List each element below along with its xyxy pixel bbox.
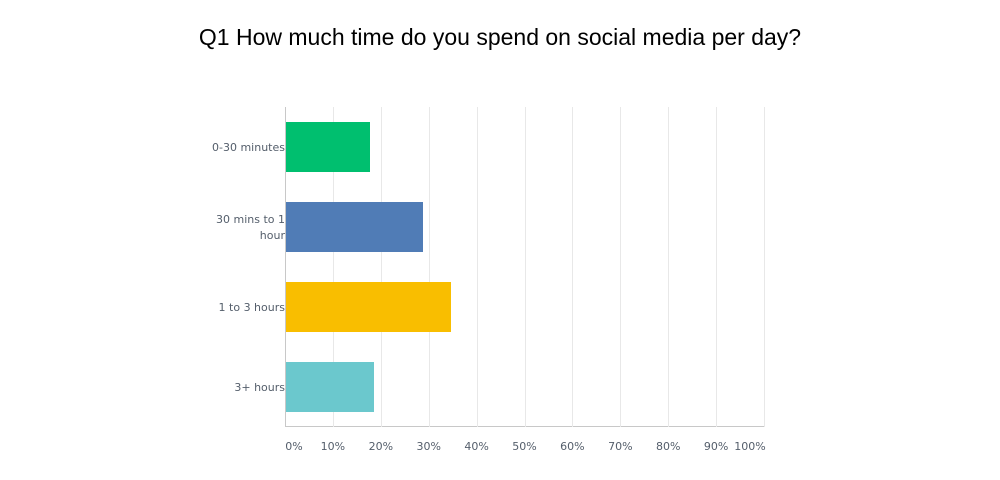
bar-30-mins-to-1-hour[interactable] [286, 202, 424, 252]
category-label: 3+ hours [234, 381, 285, 394]
gridline [668, 107, 670, 427]
category-label: 30 mins to 1 hour [215, 213, 285, 242]
gridline [620, 107, 622, 427]
x-tick-label: 70% [608, 440, 633, 453]
x-tick-label: 10% [320, 440, 346, 453]
x-tick-label: 30% [416, 440, 441, 453]
category-label: 0-30 minutes [212, 141, 285, 154]
x-tick-label: 100% [734, 440, 766, 453]
plot-area [285, 107, 765, 427]
bar-1-to-3-hours[interactable] [286, 282, 451, 332]
x-tick-label: 80% [655, 440, 681, 453]
category-label: 1 to 3 hours [218, 301, 285, 314]
y-axis-line [285, 107, 286, 427]
x-tick-label: 20% [368, 440, 394, 453]
chart-title: Q1 How much time do you spend on social … [198, 24, 802, 50]
bar-3-hours[interactable] [286, 362, 375, 412]
gridline [572, 107, 574, 427]
x-tick-label: 60% [560, 440, 585, 453]
gridline [476, 107, 478, 427]
gridline [428, 107, 430, 427]
gridline [716, 107, 718, 427]
x-tick-label: 90% [703, 440, 729, 453]
x-tick-label: 0% [285, 440, 303, 453]
x-tick-label: 50% [512, 440, 537, 453]
bar-0-30-minutes[interactable] [286, 122, 371, 172]
gridline [332, 107, 334, 427]
gridline [524, 107, 526, 427]
gridline [764, 107, 765, 427]
gridline [380, 107, 382, 427]
x-tick-label: 40% [464, 440, 489, 453]
